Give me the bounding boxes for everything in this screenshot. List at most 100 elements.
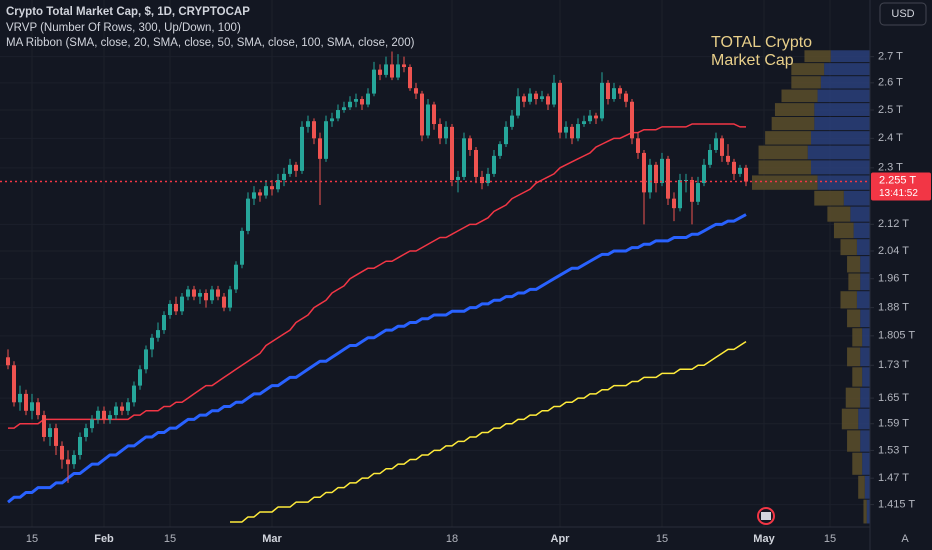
candle-body [528,93,532,102]
y-tick-label: 1.47 T [878,472,909,484]
candle-body [732,161,736,174]
profile-up [814,103,870,116]
profile-down [852,452,863,475]
profile-up [860,273,870,291]
candle-body [348,101,352,108]
candle-body [546,96,550,105]
profile-down [858,475,865,499]
candle-body [54,428,58,446]
candle-body [570,126,574,139]
profile-up [862,328,870,347]
currency-button[interactable] [879,2,927,26]
candle-body [258,192,262,196]
candle-body [66,459,70,465]
profile-down [847,347,861,367]
y-tick-label: 2.04 T [878,245,909,257]
profile-up [856,239,870,256]
candle-body [240,230,244,265]
profile-down [852,367,863,387]
profile-down [847,309,861,328]
profile-down [804,50,831,63]
candle-body [162,315,166,331]
candle-body [702,164,706,184]
candle-body [90,419,94,429]
candle-body [330,118,334,122]
y-tick-label: 2.3 T [878,162,903,174]
candle-body [612,88,616,100]
candle-body [312,121,316,139]
profile-up [830,50,870,63]
profile-down [752,175,818,190]
x-tick-label: 15 [164,533,176,545]
candle-body [414,88,418,94]
x-tick-label: Apr [551,533,571,545]
candle-body [654,164,658,184]
auto-scale-button[interactable]: A [901,533,909,545]
profile-down [791,63,825,76]
y-tick-label: 2.7 T [878,51,903,63]
price-countdown: 13:41:52 [879,188,918,199]
event-icon-flag[interactable] [761,512,771,520]
candle-body [222,296,226,308]
candle-body [24,393,28,411]
profile-down [774,103,815,116]
y-tick-label: 2.6 T [878,77,903,89]
candle-body [6,357,10,366]
candle-body [204,293,208,301]
candle-body [396,64,400,78]
y-tick-label: 2.12 T [878,218,909,230]
candle-body [198,293,202,297]
price-label: 2.255 T [879,174,916,186]
candle-body [660,158,664,184]
candle-body [324,121,328,159]
y-tick-label: 1.415 T [878,499,915,511]
profile-up [856,291,870,309]
candle-body [558,82,562,133]
profile-down [848,273,861,291]
price-label-box [871,172,931,201]
candle-body [72,454,76,465]
profile-down [840,239,857,256]
profile-down [845,387,861,408]
candle-body [234,264,238,290]
candle-body [84,428,88,437]
candle-body [180,296,184,312]
candle-body [450,126,454,180]
candle-body [228,289,232,308]
candle-body [300,126,304,171]
candle-body [48,428,52,437]
ma-line [7,213,747,504]
candle-body [246,198,250,231]
profile-down [863,499,867,524]
candle-body [336,110,340,119]
profile-down [765,131,811,145]
candle-body [78,436,82,455]
candle-body [666,158,670,199]
candle-body [18,393,22,403]
candle-body [12,365,16,403]
profile-up [843,190,870,206]
candle-body [174,303,178,312]
profile-up [824,63,870,76]
x-tick-label: 15 [26,533,38,545]
x-tick-label: 15 [824,533,836,545]
profile-up [820,76,870,89]
profile-down [827,206,851,222]
profile-down [781,89,818,103]
profile-up [862,452,870,475]
candle-body [36,402,40,416]
event-flag[interactable] [757,507,775,525]
candle-body [126,402,130,411]
candle-body [624,93,628,102]
candle-body [114,406,118,416]
y-tick-label: 1.59 T [878,418,909,430]
profile-down [847,256,861,273]
profile-up [807,145,870,160]
profile-up [860,309,870,328]
candle-body [252,192,256,199]
profile-up [814,116,870,131]
candle-body [744,167,748,182]
currency-button-label[interactable]: USD [891,8,914,20]
profile-up [866,499,870,524]
